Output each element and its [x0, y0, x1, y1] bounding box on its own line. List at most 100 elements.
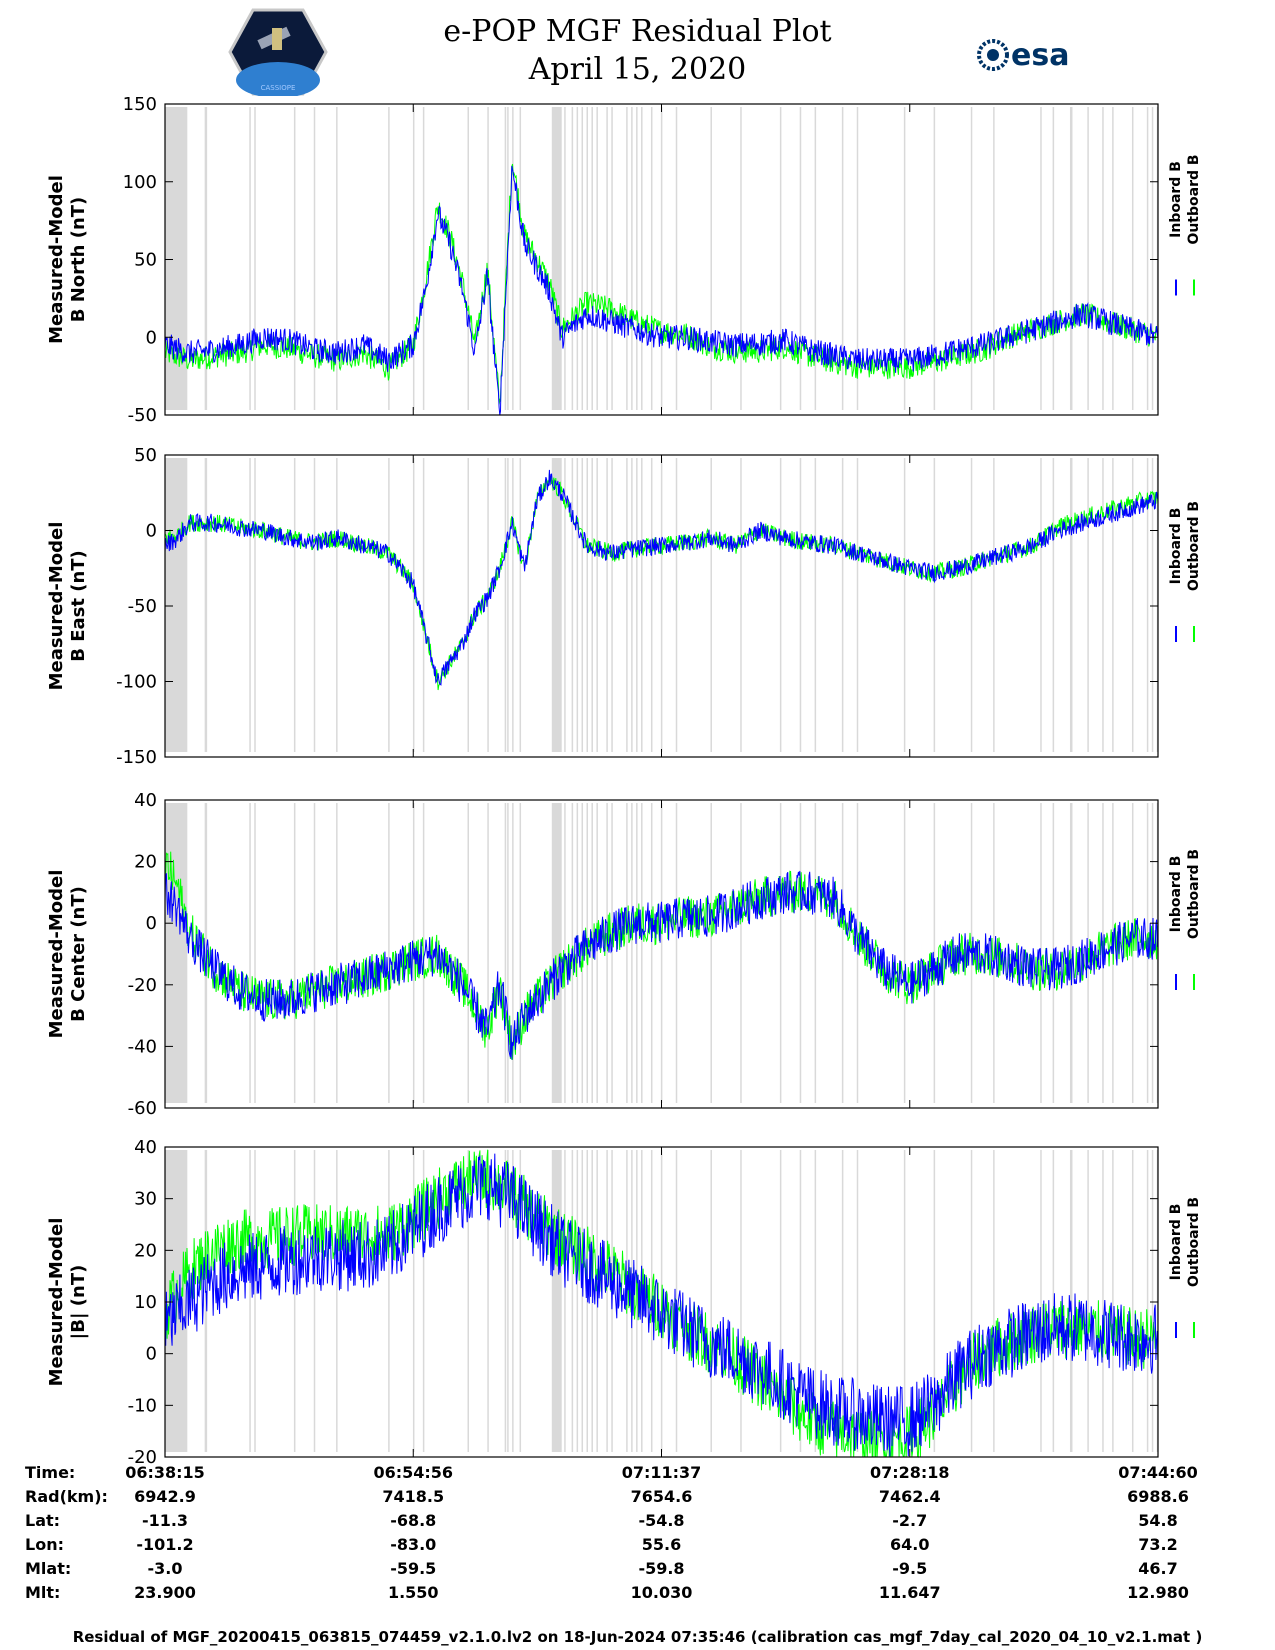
info-cell: 64.0 — [890, 1535, 929, 1554]
data-gap-bar — [650, 458, 653, 752]
data-gap-bar — [993, 1150, 995, 1452]
data-gap-bar — [519, 803, 522, 1103]
data-gap-bar — [1112, 107, 1114, 410]
legend-inboard-label: Inboard B — [1168, 856, 1184, 933]
data-gap-bar — [412, 458, 415, 752]
info-row-label: Time: — [25, 1463, 75, 1482]
data-gap-bar — [422, 1150, 425, 1452]
info-cell: 23.900 — [134, 1583, 196, 1602]
info-cell: -54.8 — [638, 1511, 684, 1530]
data-gap-bar — [254, 803, 256, 1103]
data-gap-bar — [799, 803, 802, 1103]
data-gap-bar — [504, 458, 507, 752]
data-gap-bar — [313, 803, 316, 1103]
data-gap-bar — [779, 107, 782, 410]
data-gap-bar — [576, 1150, 579, 1452]
data-gap-bar — [551, 107, 562, 410]
data-gap-bar — [606, 458, 608, 752]
data-gap-bar — [512, 803, 514, 1103]
info-cell: 11.647 — [879, 1583, 941, 1602]
data-gap-bar — [507, 458, 509, 752]
data-gap-bar — [551, 803, 562, 1103]
panel-2: -150 -100 -50 0 50 Measured-Model B East (nT) I… — [46, 445, 1202, 768]
data-gap-bar — [586, 107, 588, 410]
info-cell: 10.030 — [631, 1583, 693, 1602]
footer-caption: Residual of MGF_20200415_063815_074459_v… — [72, 1628, 1203, 1646]
data-gap-bar — [626, 458, 628, 752]
data-gap-bar — [814, 458, 817, 752]
data-gap-bar — [412, 1150, 415, 1452]
data-gap-bar — [519, 1150, 522, 1452]
info-cell: -11.3 — [142, 1511, 188, 1530]
data-gap-bar — [710, 803, 712, 1103]
data-gap-bar — [740, 458, 742, 752]
data-gap-bar — [204, 803, 208, 1103]
y-tick-label: 40 — [134, 1137, 157, 1158]
data-gap-bar — [336, 1150, 338, 1452]
data-gap-bar — [970, 458, 973, 752]
data-gap-bar — [591, 107, 593, 410]
data-gap-bar — [1151, 458, 1154, 752]
data-gap-bar — [611, 803, 613, 1103]
orbit-info-table: Time: Rad(km): Lat: Lon: Mlat: Mlt: 06:38:15 69… — [25, 1463, 1198, 1602]
data-gap-bar — [591, 458, 593, 752]
y-tick-label: -50 — [128, 596, 157, 617]
data-gap-bar — [422, 107, 425, 410]
y-axis-label: Measured-Model — [46, 870, 67, 1039]
legend-inboard-label: Inboard B — [1168, 1204, 1184, 1281]
data-gap-bar — [388, 803, 390, 1103]
data-gap-bar — [1112, 458, 1114, 752]
data-gap-bar — [841, 458, 844, 752]
data-gap-bar — [551, 458, 562, 752]
data-gap-bar — [564, 803, 566, 1103]
data-gap-bar — [254, 458, 256, 752]
info-cell: -101.2 — [136, 1535, 193, 1554]
inboard-series-line — [164, 469, 1159, 686]
data-gap-bar — [313, 107, 316, 410]
data-gap-bar — [512, 458, 514, 752]
data-gap-bar — [903, 803, 906, 1103]
esa-logo-text: esa — [1011, 38, 1069, 73]
inboard-series-line — [164, 1153, 1159, 1457]
panel-4: -20 -10 0 10 20 30 40 Measured-Model |B| (nT) Inb… — [46, 1137, 1202, 1468]
data-gap-bar — [779, 1150, 782, 1452]
data-gap-bar — [1146, 1150, 1149, 1452]
info-cell: -59.8 — [638, 1559, 684, 1578]
chart-subtitle: April 15, 2020 — [528, 52, 747, 87]
data-gap-bar — [606, 1150, 608, 1452]
data-gap-bar — [571, 458, 574, 752]
data-gap-bar — [933, 1150, 936, 1452]
legend-inboard-label: Inboard B — [1168, 508, 1184, 585]
info-cell: -59.5 — [390, 1559, 436, 1578]
data-gap-bar — [933, 107, 936, 410]
data-gap-bar — [933, 458, 936, 752]
data-gap-bar — [710, 1150, 712, 1452]
inboard-series-line — [164, 870, 1159, 1060]
data-gap-bar — [576, 107, 579, 410]
info-cell: 6942.9 — [134, 1487, 196, 1506]
data-gap-bar — [933, 803, 936, 1103]
legend-outboard-label: Outboard B — [1186, 1197, 1202, 1287]
data-gap-bar — [814, 803, 817, 1103]
data-gap-bar — [1112, 1150, 1114, 1452]
data-gap-bar — [596, 803, 598, 1103]
data-gap-bar — [313, 458, 316, 752]
info-cell: 55.6 — [642, 1535, 681, 1554]
info-cell: 7654.6 — [631, 1487, 693, 1506]
data-gap-bar — [660, 458, 663, 752]
y-tick-label: -10 — [128, 1395, 157, 1416]
data-gap-bar — [293, 1150, 296, 1452]
info-cell: -3.0 — [148, 1559, 183, 1578]
data-gap-bar — [841, 107, 844, 410]
data-gap-bar — [970, 107, 973, 410]
data-gap-bar — [799, 107, 802, 410]
data-gap-bar — [504, 107, 507, 410]
data-gap-bar — [571, 107, 574, 410]
y-tick-label: 20 — [134, 852, 157, 873]
data-gap-bar — [581, 107, 584, 410]
data-gap-bar — [1040, 1150, 1042, 1452]
outboard-series-line — [164, 1149, 1159, 1458]
data-gap-bar — [631, 107, 633, 410]
data-gap-bar — [1087, 107, 1089, 410]
data-gap-bar — [660, 803, 663, 1103]
